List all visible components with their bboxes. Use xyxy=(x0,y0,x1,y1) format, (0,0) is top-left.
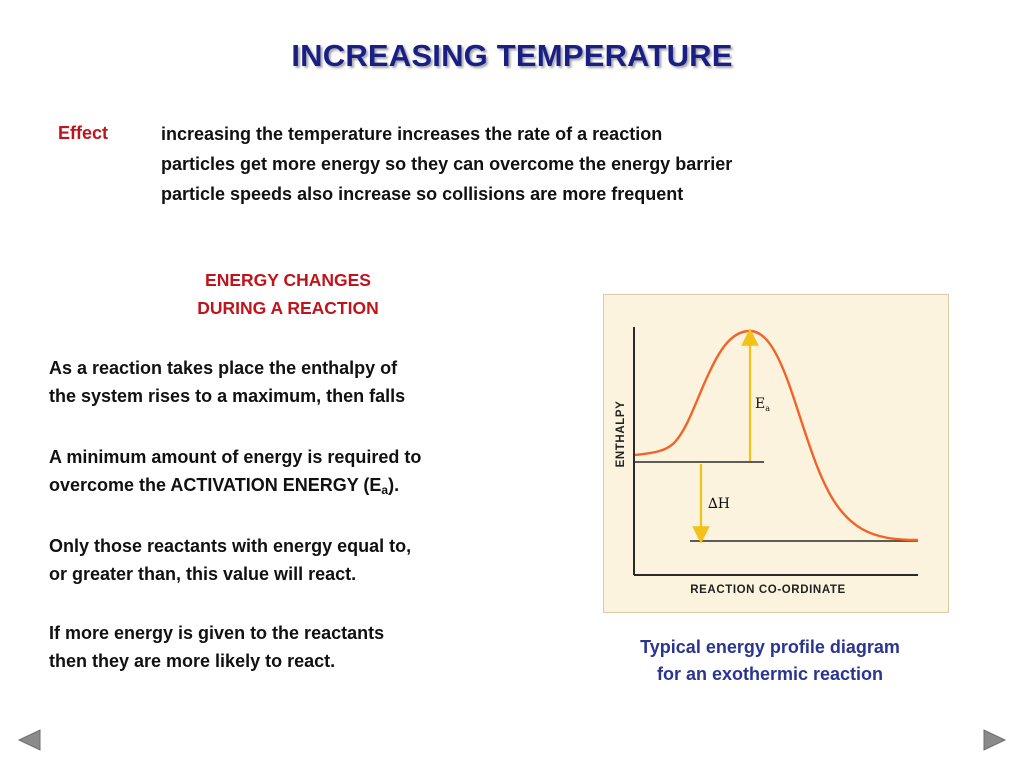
paragraph-line: If more energy is given to the reactants xyxy=(49,623,385,643)
subscript: a xyxy=(381,483,389,497)
caption-line: for an exothermic reaction xyxy=(656,664,884,684)
energy-curve xyxy=(634,329,919,542)
paragraph-line: overcome the ACTIVATION ENERGY (Ea). xyxy=(49,471,549,499)
paragraph-enthalpy: As a reaction takes place the enthalpy o… xyxy=(49,354,549,410)
text-segment: overcome the ACTIVATION ENERGY (E xyxy=(49,475,382,495)
delta-h-label: ∆H xyxy=(708,496,730,512)
paragraph-line: A minimum amount of energy is required t… xyxy=(49,447,422,467)
slide-title: INCREASING TEMPERATURE xyxy=(291,38,733,73)
effect-line: particle speeds also increase so collisi… xyxy=(161,184,684,204)
paragraph-line: or greater than, this value will react. xyxy=(49,564,357,584)
effect-line: particles get more energy so they can ov… xyxy=(161,154,733,174)
triangle-right-icon xyxy=(983,729,1007,751)
next-slide-button[interactable] xyxy=(982,728,1008,757)
triangle-left-icon xyxy=(17,729,41,751)
paragraph-more-energy: If more energy is given to the reactants… xyxy=(49,619,549,675)
x-axis-label: REACTION CO-ORDINATE xyxy=(690,584,846,596)
heading-line: ENERGY CHANGES xyxy=(205,270,371,290)
previous-slide-button[interactable] xyxy=(16,728,42,757)
paragraph-line: As a reaction takes place the enthalpy o… xyxy=(49,358,398,378)
effect-list: increasing the temperature increases the… xyxy=(161,123,732,213)
diagram-caption: Typical energy profile diagram for an ex… xyxy=(590,634,950,688)
energy-profile-svg: Ea ∆H ENTHALPY REACTION CO-ORDINATE xyxy=(615,327,919,596)
energy-profile-diagram: Ea ∆H ENTHALPY REACTION CO-ORDINATE xyxy=(603,294,949,613)
paragraph-line: the system rises to a maximum, then fall… xyxy=(49,386,406,406)
paragraph-line: Only those reactants with energy equal t… xyxy=(49,536,412,556)
effect-label: Effect xyxy=(58,123,109,143)
energy-changes-heading: ENERGY CHANGES DURING A REACTION xyxy=(150,266,426,322)
ea-label: Ea xyxy=(755,396,770,413)
caption-line: Typical energy profile diagram xyxy=(640,637,900,657)
paragraph-line: then they are more likely to react. xyxy=(49,651,336,671)
text-segment: ). xyxy=(388,475,400,495)
paragraph-activation-energy: A minimum amount of energy is required t… xyxy=(49,443,549,499)
effect-line: increasing the temperature increases the… xyxy=(161,124,663,144)
y-axis-label: ENTHALPY xyxy=(615,401,627,468)
heading-line: DURING A REACTION xyxy=(197,298,379,318)
paragraph-reactants-threshold: Only those reactants with energy equal t… xyxy=(49,532,549,588)
